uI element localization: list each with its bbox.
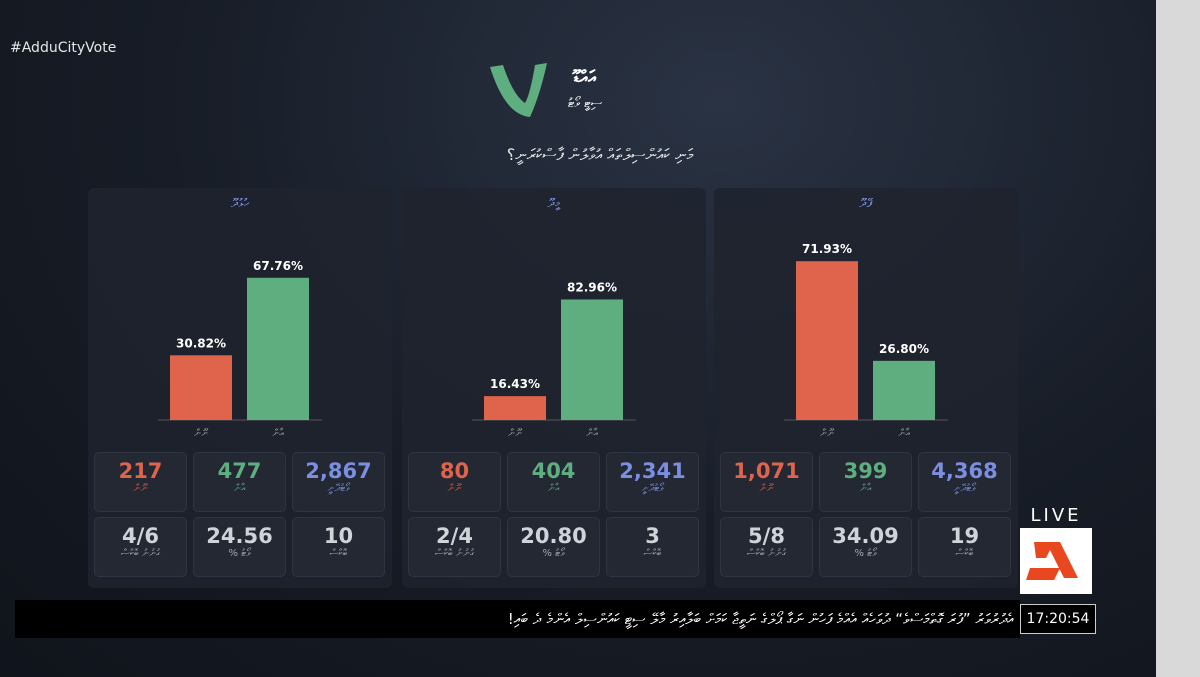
- category-label: އާން: [898, 428, 910, 439]
- bar-chart: 16.43% ނޫން 82.96% އާން: [472, 280, 636, 439]
- category-label: އާން: [272, 428, 284, 439]
- stat-box: 34.09 ވޯޓު %: [819, 517, 912, 577]
- stat-label: ގުނުނު ބޮކްސް: [434, 548, 475, 559]
- stat-value: 3: [645, 524, 660, 548]
- stat-value: 2,341: [619, 459, 686, 483]
- stat-label: ވޯޓުދޭނީ: [327, 483, 350, 494]
- value-label: 26.80%: [879, 342, 929, 356]
- stat-value: 1,071: [733, 459, 800, 483]
- stat-box: 4,368 ވޯޓުދޭނީ: [918, 452, 1011, 512]
- stat-box: 217 ނޫން: [94, 452, 187, 512]
- category-label: ނޫން: [508, 428, 523, 439]
- panel: ހުޅުދޫ 30.82% ނޫން 67.76% އާން 217 ނޫން 477 އާން…: [88, 188, 392, 588]
- question: މަނި ކައުންސިލްތައް އުވާލުން ފާސްކުރަނީ؟: [506, 145, 694, 164]
- stat-value: 399: [843, 459, 888, 483]
- stat-value: 2,867: [305, 459, 372, 483]
- stat-value: 19: [949, 524, 980, 548]
- stat-label: ގުނުނު ބޮކްސް: [746, 548, 787, 559]
- stat-value: 20.80: [520, 524, 587, 548]
- side-strip: [1156, 0, 1200, 677]
- value-label: 67.76%: [253, 259, 303, 273]
- stat-box: 1,071 ނޫން: [720, 452, 813, 512]
- stat-box: 10 ބޮކްސް: [292, 517, 385, 577]
- stat-value: 217: [118, 459, 163, 483]
- logo-line2: ސިޓީ ވޯޓު: [568, 95, 603, 111]
- stat-label: އާން: [233, 483, 246, 494]
- stat-box: 399 އާން: [819, 452, 912, 512]
- clock: 17:20:54: [1020, 604, 1096, 634]
- logo: އައްޑޫ ސިޓީ ވޯޓު: [490, 63, 603, 117]
- panel-title: ފޭދޫ: [859, 196, 873, 210]
- channel-badge: [1020, 528, 1092, 594]
- bar-chart: 71.93% ނޫން 26.80% އާން: [784, 242, 948, 439]
- category-label: އާން: [586, 428, 598, 439]
- hashtag: #AdduCityVote: [10, 40, 117, 56]
- bar: [247, 277, 309, 420]
- live-label: LIVE: [1030, 505, 1082, 526]
- value-label: 30.82%: [176, 336, 226, 350]
- stat-box: 404 އާން: [507, 452, 600, 512]
- stat-box: 2/4 ގުނުނު ބޮކްސް: [408, 517, 501, 577]
- stat-box: 80 ނޫން: [408, 452, 501, 512]
- stat-label: ނޫން: [759, 483, 774, 494]
- bar: [796, 261, 858, 420]
- stat-box: 2,341 ވޯޓުދޭނީ: [606, 452, 699, 512]
- panel-title: މީދޫ: [547, 196, 561, 210]
- stat-label: އާން: [547, 483, 560, 494]
- logo-line1: އައްޑޫ: [571, 67, 597, 88]
- stat-label: އާން: [859, 483, 872, 494]
- stat-box: 19 ބޮކްސް: [918, 517, 1011, 577]
- stat-box: 24.56 ވޯޓު %: [193, 517, 286, 577]
- stat-value: 5/8: [748, 524, 785, 548]
- stat-value: 2/4: [436, 524, 473, 548]
- value-label: 16.43%: [490, 377, 540, 391]
- panel: ފޭދޫ 71.93% ނޫން 26.80% އާން 1,071 ނޫން 399 އާން…: [714, 188, 1018, 588]
- bar: [873, 360, 935, 420]
- category-label: ނޫން: [194, 428, 209, 439]
- stat-label: ވޯޓު %: [542, 548, 565, 559]
- stat-label: ނޫން: [447, 483, 462, 494]
- stat-value: 4/6: [122, 524, 159, 548]
- stat-label: ބޮކްސް: [955, 548, 974, 559]
- stat-label: ނޫން: [133, 483, 148, 494]
- bar-chart: 30.82% ނޫން 67.76% އާން: [158, 259, 322, 439]
- value-label: 71.93%: [802, 242, 852, 256]
- stat-label: ބޮކްސް: [329, 548, 348, 559]
- category-label: ނޫން: [820, 428, 835, 439]
- bar: [561, 299, 623, 420]
- stat-label: ވޯޓުދޭނީ: [953, 483, 976, 494]
- stat-value: 80: [439, 459, 470, 483]
- news-ticker: އެދުރުވަރު ”ފުރަ ގޮތްމަސްވެ“ ދުވަހެއް އެ…: [15, 600, 1020, 638]
- panel: މީދޫ 16.43% ނޫން 82.96% އާން 80 ނޫން 404 އާން 2,3…: [402, 188, 706, 588]
- stat-box: 5/8 ގުނުނު ބޮކްސް: [720, 517, 813, 577]
- stat-box: 4/6 ގުނުނު ބޮކްސް: [94, 517, 187, 577]
- stat-value: 10: [323, 524, 354, 548]
- stat-label: ގުނުނު ބޮކްސް: [120, 548, 161, 559]
- stat-value: 477: [217, 459, 262, 483]
- stat-box: 2,867 ވޯޓުދޭނީ: [292, 452, 385, 512]
- stat-value: 34.09: [832, 524, 899, 548]
- stat-value: 24.56: [206, 524, 273, 548]
- stat-label: ވޯޓުދޭނީ: [641, 483, 664, 494]
- stat-label: ވޯޓު %: [854, 548, 877, 559]
- stat-value: 404: [531, 459, 576, 483]
- stat-box: 477 އާން: [193, 452, 286, 512]
- stat-label: ބޮކްސް: [643, 548, 662, 559]
- stat-value: 4,368: [931, 459, 998, 483]
- stat-box: 3 ބޮކްސް: [606, 517, 699, 577]
- bar: [484, 396, 546, 420]
- panel-title: ހުޅުދޫ: [231, 196, 249, 210]
- bar: [170, 355, 232, 420]
- stat-box: 20.80 ވޯޓު %: [507, 517, 600, 577]
- value-label: 82.96%: [567, 280, 617, 294]
- stat-label: ވޯޓު %: [228, 548, 251, 559]
